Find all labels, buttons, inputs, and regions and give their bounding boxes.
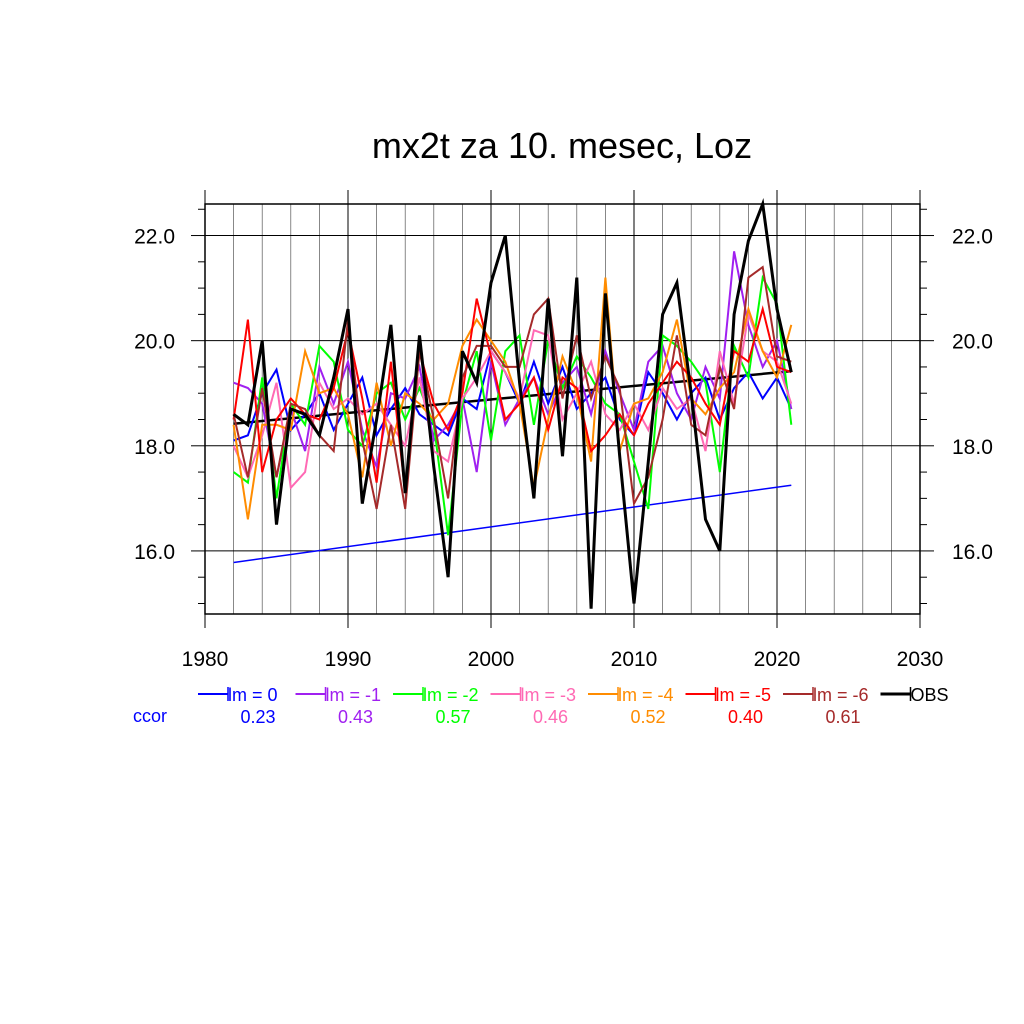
x-tick-label: 2020 [754,648,801,671]
y-tick-label-right: 20.0 [952,331,993,354]
y-tick-label-left: 22.0 [134,226,175,249]
plot-frame [204,203,921,615]
obs-trend-line [233,369,792,425]
legend-label: lm = 0 [228,685,278,705]
ccor-label: ccor [133,706,167,726]
legend-label: lm = -2 [423,685,479,705]
y-tick-label-left: 20.0 [134,331,175,354]
y-tick-label-right: 22.0 [952,226,993,249]
ccor-value: 0.43 [338,707,373,727]
series-line-1 [233,251,793,478]
legend-label: lm = -4 [618,685,674,705]
y-tick-label-right: 16.0 [952,541,993,564]
ccor-value: 0.61 [825,707,860,727]
y-tick-label-left: 18.0 [134,436,175,459]
series-line-4 [232,277,793,520]
ccor-value: 0.52 [630,707,665,727]
series-lines [232,198,793,609]
ccor-value: 0.40 [728,707,763,727]
y-tick-label-left: 16.0 [134,541,175,564]
x-tick-label: 2030 [897,648,944,671]
ccor-value: 0.46 [533,707,568,727]
y-tick-label-right: 18.0 [952,436,993,459]
chart-title: mx2t za 10. mesec, Loz [372,125,752,166]
legend-label: OBS [911,685,949,705]
ccor-value: 0.57 [435,707,470,727]
x-tick-label: 1990 [325,648,372,671]
axis-ticks: 1980 1990 2000 2010 2020 2030 16.0 16.0 18.0 18.0… [134,190,993,671]
x-tick-label: 1980 [182,648,229,671]
x-tick-label: 2000 [468,648,515,671]
ccor-value: 0.23 [240,707,275,727]
series-line-2 [233,274,793,536]
lm0-trend-line [233,484,792,564]
trend-lines [233,369,792,564]
series-line-6 [232,265,792,510]
legend-label: lm = -5 [716,685,772,705]
legend-label: lm = -3 [521,685,577,705]
legend-label: lm = -1 [326,685,382,705]
series-line-7 [232,198,793,609]
x-tick-label: 2010 [611,648,658,671]
legend-label: lm = -6 [813,685,869,705]
